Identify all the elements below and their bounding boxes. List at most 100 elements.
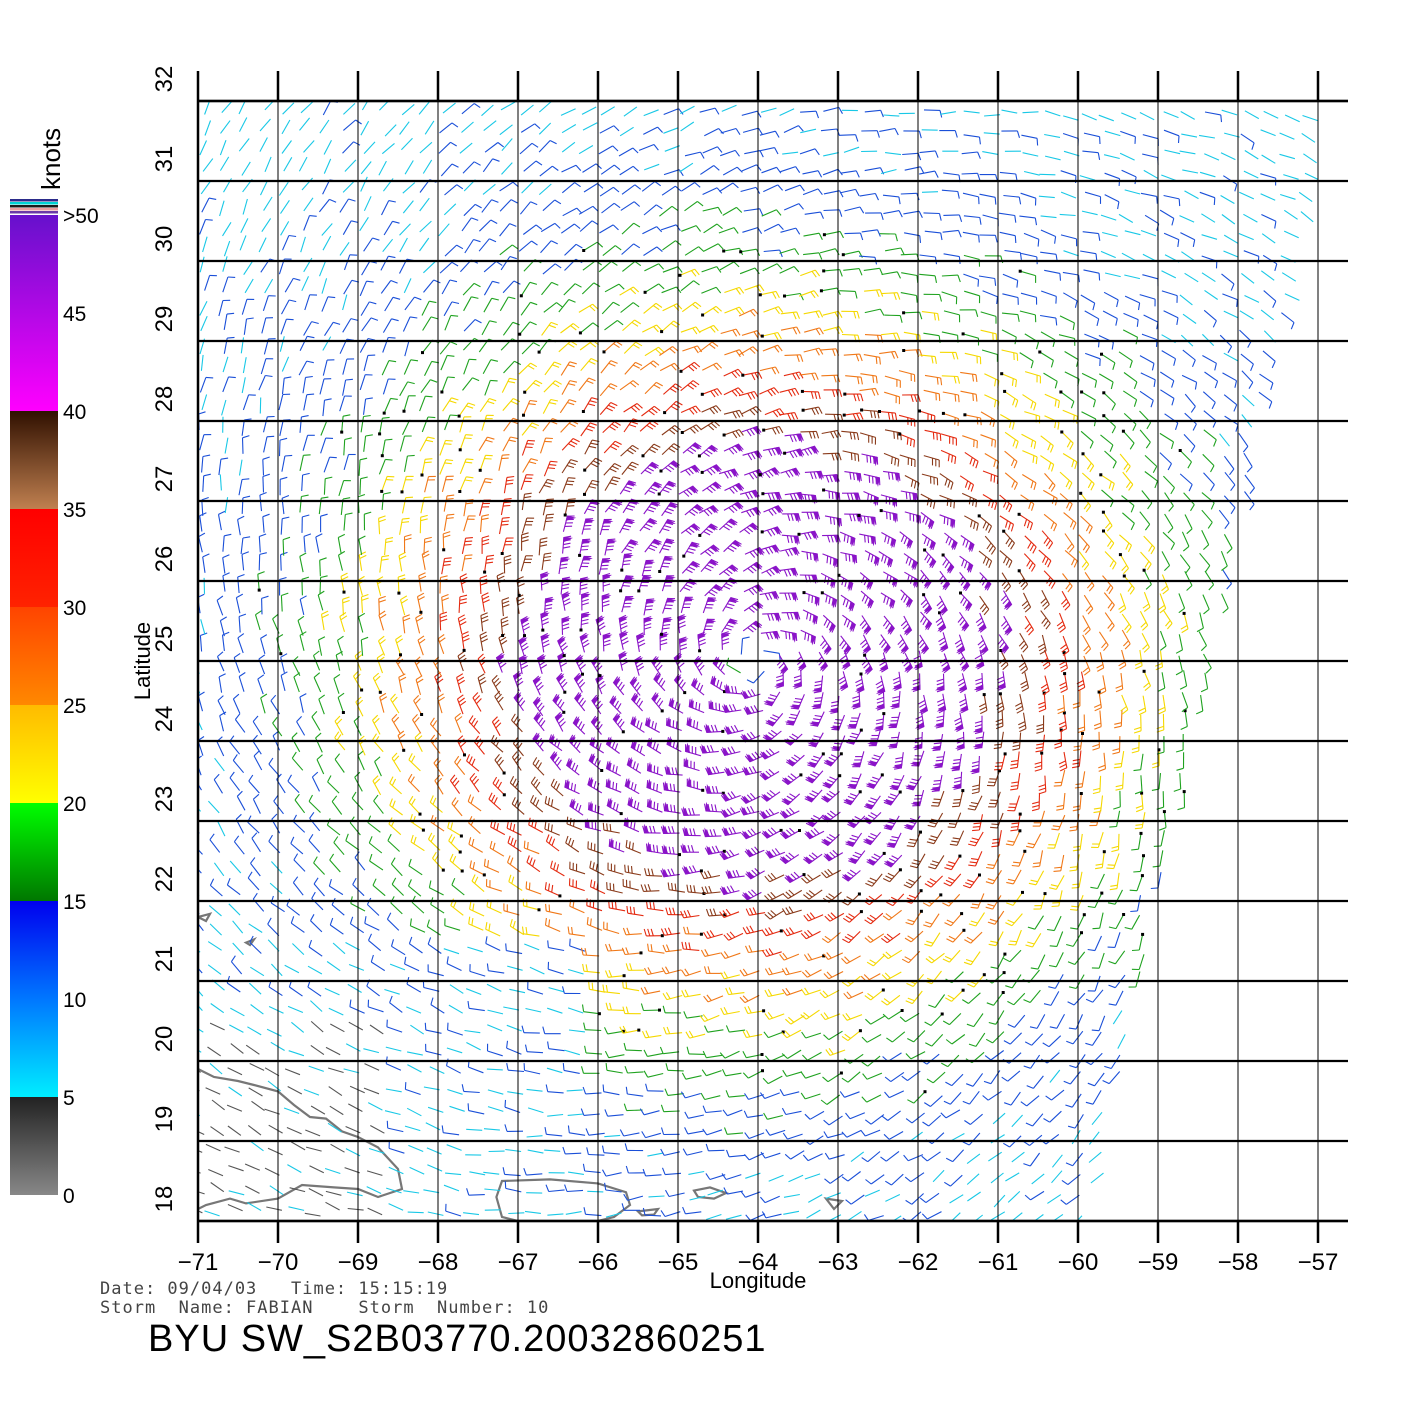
wind-barb [385, 1111, 401, 1115]
barb-shaft [269, 1125, 283, 1133]
barb-feather [824, 1013, 828, 1019]
wind-barb [1031, 955, 1045, 970]
barb-shaft [608, 870, 623, 875]
barb-feather [783, 989, 787, 995]
barb-feather [888, 873, 895, 876]
barb-feather [309, 940, 311, 947]
barb-shaft [1013, 870, 1021, 884]
barb-feather [248, 872, 252, 878]
wind-barb [842, 1172, 861, 1182]
barb-feather [679, 680, 683, 686]
barb-shaft [469, 722, 480, 734]
wind-barb [470, 964, 485, 976]
barb-shaft [749, 1153, 764, 1160]
wind-barb [407, 1108, 421, 1116]
barb-shaft [392, 758, 400, 772]
barb-feather [764, 1032, 768, 1038]
wind-barb [428, 1212, 444, 1215]
wind-barb [328, 776, 340, 794]
barb-feather [584, 1207, 586, 1214]
barb-feather [512, 877, 514, 884]
barb-feather [724, 972, 728, 978]
barb-feather [575, 784, 576, 791]
wind-barb [1026, 933, 1041, 947]
wind-barb [210, 834, 220, 853]
barb-feather [996, 719, 1003, 721]
barb-feather [1093, 788, 1100, 790]
wind-barb [743, 926, 762, 934]
wind-barb [220, 712, 226, 731]
barb-feather [556, 784, 559, 791]
wind-barb [867, 955, 885, 966]
barb-feather [613, 765, 614, 772]
wind-barb [785, 1151, 804, 1159]
barb-feather [850, 870, 856, 874]
wind-barb [865, 934, 884, 943]
barb-shaft [607, 1070, 623, 1073]
wind-barb [210, 879, 222, 896]
barb-shaft [726, 1215, 742, 1219]
wind-barb [392, 714, 400, 733]
barb-shaft [806, 1010, 819, 1019]
barb-shaft [727, 1133, 743, 1134]
wind-barb [885, 1174, 903, 1185]
wind-barb [450, 775, 459, 794]
barb-shaft [509, 882, 522, 891]
barb-feather [964, 940, 970, 944]
wind-barb [1028, 916, 1044, 930]
barb-feather [780, 954, 785, 960]
rain-flag [1140, 832, 1143, 835]
barb-shaft [326, 1202, 340, 1210]
wind-barb [405, 1126, 420, 1131]
wind-barb [413, 714, 421, 733]
barb-feather [645, 968, 648, 974]
barb-shaft [1074, 993, 1085, 1005]
barb-feather [1026, 846, 1033, 848]
wind-barb [1174, 773, 1181, 791]
wind-barb [333, 943, 345, 954]
wind-barb [386, 1089, 402, 1092]
barb-shaft [666, 1033, 682, 1034]
barb-feather [931, 836, 938, 838]
barb-feather [560, 679, 565, 684]
barb-feather [459, 698, 465, 702]
barb-shaft [488, 971, 504, 973]
wind-barb [524, 1063, 540, 1074]
barb-feather [748, 830, 753, 836]
wind-barb [533, 676, 543, 695]
barb-shaft [294, 860, 305, 872]
barb-feather [847, 992, 852, 998]
barb-shaft [851, 1152, 864, 1162]
wind-barb [1073, 794, 1082, 811]
barb-feather [641, 988, 644, 995]
barb-feather [827, 813, 833, 817]
barb-feather [1132, 751, 1139, 753]
rain-flag [1100, 892, 1103, 895]
barb-shaft [410, 1025, 423, 1034]
barb-feather [969, 924, 976, 926]
wind-barb [741, 793, 760, 803]
wind-barb [902, 951, 920, 963]
barb-feather [877, 701, 884, 703]
barb-feather [472, 839, 474, 846]
barb-feather [971, 921, 978, 923]
wind-barb [332, 796, 342, 815]
wind-barb [645, 868, 663, 876]
barb-shaft [806, 1073, 821, 1078]
wind-barb [1051, 815, 1064, 830]
barb-shaft [806, 1033, 821, 1038]
wind-barb [647, 901, 664, 910]
barb-shaft [957, 831, 964, 846]
barb-pennant [607, 800, 611, 808]
barb-shaft [385, 1111, 401, 1115]
barb-feather [394, 756, 399, 761]
barb-feather [1059, 725, 1066, 728]
barb-shaft [206, 1144, 221, 1151]
barb-shaft [274, 801, 284, 814]
wind-barb [467, 1188, 485, 1195]
barb-shaft [233, 699, 240, 714]
barb-feather [883, 879, 890, 882]
barb-feather [684, 911, 687, 918]
barb-shaft [607, 889, 623, 893]
barb-feather [650, 902, 651, 909]
